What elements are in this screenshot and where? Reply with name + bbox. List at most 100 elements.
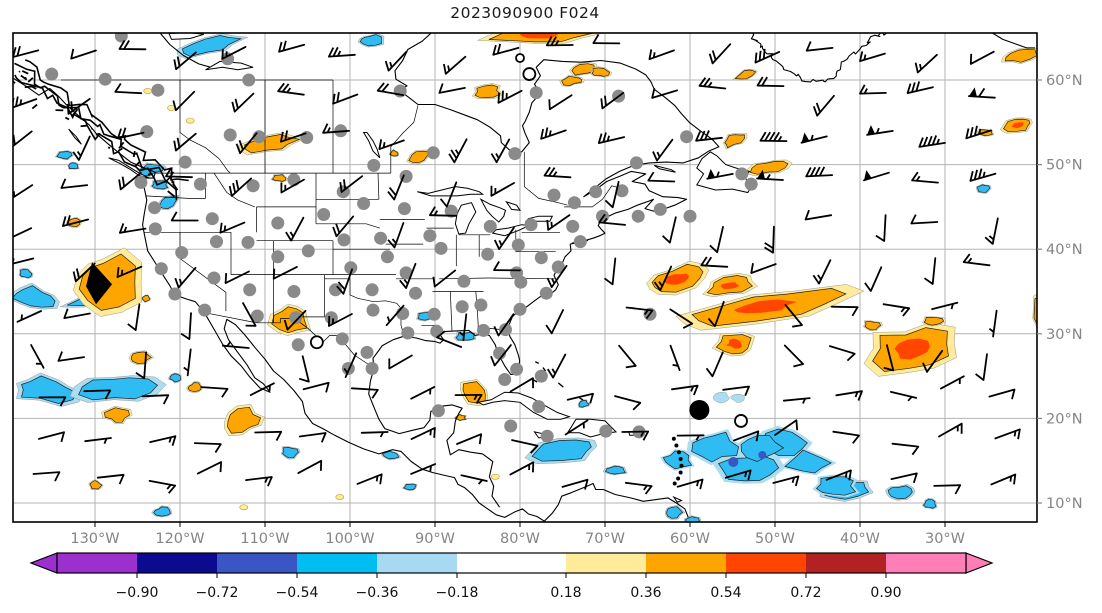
wind-barb [863, 170, 890, 182]
station-dot [653, 202, 667, 216]
station-dot [455, 300, 469, 314]
wind-barb [990, 473, 1017, 486]
wind-barb [118, 171, 142, 191]
colorbar-tick-label: 0.54 [710, 585, 741, 601]
station-dot [567, 196, 581, 210]
station-dot [539, 286, 553, 300]
station-dot [337, 233, 351, 247]
station-dot [397, 202, 411, 216]
station-dot [291, 338, 305, 352]
wind-barb [669, 344, 681, 372]
colorbar-tick-label: −0.36 [356, 585, 399, 601]
wind-barb [174, 266, 197, 289]
wind-barb [546, 214, 571, 231]
wind-barb [443, 55, 467, 75]
wind-barb [200, 386, 229, 398]
station-dot [444, 204, 458, 218]
wind-barb [254, 430, 283, 442]
wind-barb [172, 90, 196, 112]
station-dot [423, 229, 437, 243]
wind-barb [709, 225, 724, 254]
wind-barb [906, 81, 934, 94]
open-circle-marker [734, 414, 748, 428]
station-dot [504, 419, 518, 433]
wind-barb [497, 89, 523, 104]
station-dot [344, 261, 358, 275]
wind-barb [30, 344, 45, 369]
wind-barb [38, 431, 65, 443]
wind-barb [493, 313, 515, 337]
wind-barb [676, 434, 705, 441]
wind-barb [545, 309, 564, 335]
wind-barb [707, 300, 725, 328]
station-dot [198, 303, 212, 317]
wind-barb [272, 265, 298, 280]
station-dot [365, 283, 379, 297]
trinidad [672, 495, 683, 503]
wind-barb [756, 169, 784, 181]
wind-barb [493, 261, 521, 272]
wind-barb [388, 354, 413, 370]
borders-layer [61, 79, 624, 369]
wind-barb [13, 227, 33, 238]
open-circle-marker [522, 67, 537, 81]
wind-barb [83, 389, 112, 400]
wind-barb [62, 215, 89, 227]
target-marker [689, 399, 710, 420]
wind-barb [724, 469, 752, 481]
station-dot [511, 238, 525, 252]
pacific_mainland-coast [13, 77, 546, 522]
wind-barb [193, 442, 222, 453]
wind-barb [923, 257, 937, 285]
station-dot [532, 400, 546, 414]
station-dot [534, 369, 548, 383]
station-dot [45, 67, 59, 81]
haida_gwaii [68, 128, 82, 145]
wind-barb [118, 39, 147, 51]
wind-barb [962, 253, 991, 267]
map-frame [12, 32, 1038, 523]
wind-barb [242, 302, 257, 327]
wind-barb [975, 353, 988, 381]
wind-barb [148, 479, 177, 494]
wind-barb [812, 259, 832, 285]
station-dot [744, 177, 758, 191]
wind-barb [835, 390, 863, 401]
wind-barb [343, 352, 358, 379]
lake_winnipeg [362, 132, 381, 159]
wind-barb [969, 168, 997, 182]
station-dots-layer [45, 33, 758, 443]
station-dot [374, 231, 388, 245]
station-dot [324, 311, 338, 325]
wind-barb [722, 385, 750, 397]
wind-barb [651, 88, 678, 99]
station-dot [680, 130, 694, 144]
wind-barb [16, 310, 42, 323]
wind-barb [661, 216, 677, 244]
station-dot [205, 212, 219, 226]
wind-barb [378, 139, 405, 151]
station-dot [508, 147, 522, 161]
station-dot [329, 283, 342, 297]
wind-barb [883, 344, 895, 372]
wind-barb [592, 34, 621, 45]
station-dot [599, 424, 613, 438]
station-dot [210, 235, 223, 249]
wind-barb [327, 313, 353, 327]
wind-barb [597, 132, 625, 145]
open-circle-marker [515, 53, 525, 63]
lon-tick-label: 80°W [500, 531, 540, 547]
station-dot [615, 184, 629, 198]
station-dot [175, 246, 189, 260]
wind-barb [66, 98, 91, 115]
wind-barb [117, 127, 145, 140]
wind-barb [546, 264, 568, 289]
lon-tick-label: 90°W [415, 531, 455, 547]
station-dot [148, 222, 162, 236]
greenland-coast [750, 33, 888, 83]
wind-barb [339, 175, 364, 193]
station-dot [243, 283, 257, 297]
station-dot [393, 84, 407, 98]
wind-barb [772, 475, 800, 487]
wind-barb [249, 382, 275, 397]
